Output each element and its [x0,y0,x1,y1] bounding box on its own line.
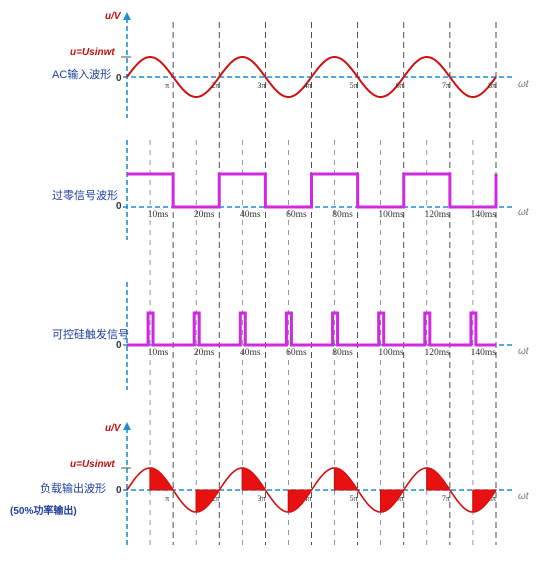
trigger-time-label: 20ms [194,348,215,358]
load-conduction-area [472,489,498,513]
load-conduction-area [334,467,359,491]
zero-cross-time-label: 140ms [471,210,497,220]
trigger-time-label: 80ms [332,348,353,358]
load-conduction-area [195,489,221,513]
ac-pi-label: 7π [442,81,450,90]
load-conduction-area [287,489,313,513]
trigger-time-label: 140ms [471,348,497,358]
load-pi-label: 5π [350,494,358,503]
trigger-x-axis-label: ωt [518,346,529,357]
trigger-time-label: 120ms [425,348,451,358]
load-formula: u=Usinwt [70,459,115,470]
load-conduction-area [426,467,451,491]
ac-pi-label: 2π [211,81,219,90]
zero-cross-time-label: 80ms [332,210,353,220]
trigger-time-label: 60ms [286,348,307,358]
zero-cross-origin: 0 [116,201,122,212]
zero-cross-time-label: 100ms [378,210,404,220]
ac-pi-label: 6π [396,81,404,90]
ac-pi-label: 4π [304,81,312,90]
ac-sine-wave [126,56,497,98]
zero-cross-time-label: 40ms [240,210,261,220]
zero-cross-square-wave [127,172,498,209]
ac-origin: 0 [116,73,122,84]
zero-cross-time-label: 20ms [194,210,215,220]
load-y-axis-arrow [123,422,131,430]
ac-y-axis-label: u/V [105,11,121,22]
load-pi-label: 6π [396,494,404,503]
load-panel-subtitle: (50%功率输出) [10,506,77,517]
load-conduction-area [380,489,405,513]
load-pi-label: 7π [442,494,450,503]
load-conduction-area [149,467,174,491]
ac-y-axis-arrow [123,12,131,20]
ac-pi-label: 5π [350,81,358,90]
ac-pi-label: 8π [488,81,496,90]
load-pi-label: 2π [211,494,219,503]
load-conduction-area [241,467,267,491]
trigger-time-label: 40ms [240,348,261,358]
zero-cross-x-axis-label: ωt [518,207,529,218]
trigger-origin: 0 [116,340,122,351]
load-pi-label: π [165,494,169,503]
ac-pi-label: 3π [257,81,265,90]
load-pi-label: 3π [257,494,265,503]
zero-cross-panel-title: 过零信号波形 [52,190,118,202]
load-x-axis-label: ωt [518,491,529,502]
load-pi-label: 4π [304,494,312,503]
ac-formula: u=Usinwt [70,47,115,58]
ac-x-axis-label: ωt [518,79,529,90]
zero-cross-time-label: 10ms [148,210,169,220]
trigger-pulse-train [127,311,496,347]
ac-panel-title: AC输入波形 [52,69,112,81]
zero-cross-time-label: 120ms [425,210,451,220]
load-panel-title: 负载输出波形 [40,483,106,495]
trigger-time-label: 10ms [148,348,169,358]
load-origin: 0 [116,485,122,496]
ac-pi-label: π [165,81,169,90]
trigger-time-label: 100ms [378,348,404,358]
trigger-panel-title: 可控硅触发信号 [52,329,129,341]
load-pi-label: 8π [488,494,496,503]
load-y-axis-label: u/V [105,423,121,434]
zero-cross-time-label: 60ms [286,210,307,220]
